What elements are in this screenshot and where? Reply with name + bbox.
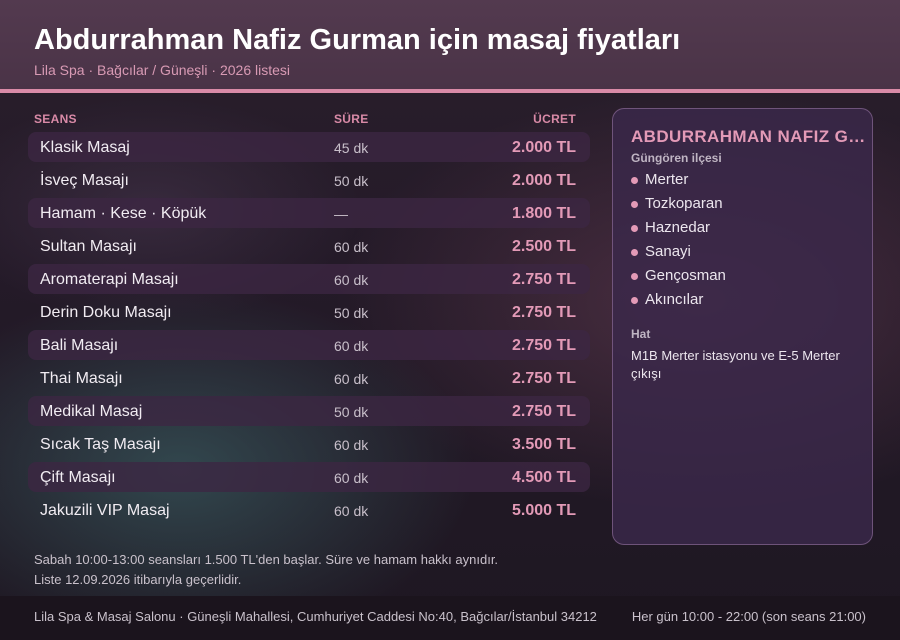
page-subtitle: Lila Spa · Bağcılar / Güneşli · 2026 lis… (34, 62, 291, 78)
table-row: Jakuzili VIP Masaj 60 dk 5.000 TL (28, 495, 590, 525)
service-price: 2.750 TL (511, 304, 576, 321)
service-duration: 60 dk (334, 338, 369, 354)
neighborhood-label: Gençosman (645, 267, 726, 284)
neighborhood-label: Tozkoparan (645, 195, 723, 212)
service-price: 3.500 TL (511, 436, 576, 453)
transit-label: Hat (631, 327, 651, 341)
column-header-duration: SÜRE (334, 112, 369, 126)
table-row: Derin Doku Masajı 50 dk 2.750 TL (28, 297, 590, 327)
column-header-price: ÜCRET (533, 112, 576, 126)
service-duration: 60 dk (334, 503, 369, 519)
service-duration: 50 dk (334, 305, 369, 321)
header-divider (0, 89, 900, 93)
bullet-icon (631, 201, 638, 208)
service-price: 4.500 TL (511, 469, 576, 486)
service-duration: 50 dk (334, 173, 369, 189)
service-duration: 60 dk (334, 239, 369, 255)
service-price: 2.000 TL (511, 172, 576, 189)
service-duration: 60 dk (334, 437, 369, 453)
service-duration: 60 dk (334, 272, 369, 288)
bullet-icon (631, 273, 638, 280)
service-price: 5.000 TL (511, 502, 576, 519)
service-price: 2.750 TL (511, 337, 576, 354)
bullet-icon (631, 225, 638, 232)
transit-text: M1B Merter istasyonu ve E-5 Merter çıkış… (631, 348, 840, 381)
bullet-icon (631, 249, 638, 256)
footer-address: Lila Spa & Masaj Salonu · Güneşli Mahall… (34, 609, 597, 624)
neighborhood-panel: ABDURRAHMAN NAFIZ GURMAN Güngören ilçesi… (612, 108, 873, 545)
service-price: 2.750 TL (511, 370, 576, 387)
table-row: Hamam · Kese · Köpük — 1.800 TL (28, 198, 590, 228)
service-price: 1.800 TL (511, 205, 576, 222)
service-name: Bali Masajı (40, 337, 119, 354)
service-name: Sultan Masajı (40, 238, 137, 255)
service-name: Aromaterapi Masajı (40, 271, 179, 288)
bullet-icon (631, 177, 638, 184)
column-header-session: SEANS (34, 112, 77, 126)
service-price: 2.000 TL (511, 139, 576, 156)
service-duration: 60 dk (334, 470, 369, 486)
neighborhood-label: Akıncılar (645, 291, 704, 308)
service-name: Klasik Masaj (40, 139, 130, 156)
footer-hours: Her gün 10:00 - 22:00 (son seans 21:00) (631, 609, 866, 624)
panel-title: ABDURRAHMAN NAFIZ GURMAN (631, 127, 871, 146)
footnote-morning: Sabah 10:00-13:00 seansları 1.500 TL'den… (34, 552, 499, 567)
district-label: Güngören ilçesi (631, 151, 722, 165)
service-name: Sıcak Taş Masajı (40, 436, 161, 453)
table-row: İsveç Masajı 50 dk 2.000 TL (28, 165, 590, 195)
service-name: Derin Doku Masajı (40, 304, 172, 321)
service-name: Çift Masajı (40, 469, 116, 486)
table-row: Aromaterapi Masajı 60 dk 2.750 TL (28, 264, 590, 294)
neighborhood-label: Merter (645, 171, 689, 188)
service-price: 2.750 TL (511, 403, 576, 420)
service-name: İsveç Masajı (40, 172, 129, 189)
table-row: Sultan Masajı 60 dk 2.500 TL (28, 231, 590, 261)
service-name: Thai Masajı (40, 370, 123, 387)
service-price: 2.500 TL (511, 238, 576, 255)
header-banner: Abdurrahman Nafiz Gurman için masaj fiya… (0, 0, 900, 89)
table-row: Bali Masajı 60 dk 2.750 TL (28, 330, 590, 360)
table-row: Sıcak Taş Masajı 60 dk 3.500 TL (28, 429, 590, 459)
service-name: Medikal Masaj (40, 403, 143, 420)
neighborhood-label: Haznedar (645, 219, 711, 236)
service-duration: 60 dk (334, 371, 369, 387)
service-price: 2.750 TL (511, 271, 576, 288)
footnote-validity: Liste 12.09.2026 itibarıyla geçerlidir. (34, 572, 242, 587)
table-row: Çift Masajı 60 dk 4.500 TL (28, 462, 590, 492)
table-row: Thai Masajı 60 dk 2.750 TL (28, 363, 590, 393)
price-table: Klasik Masaj 45 dk 2.000 TL İsveç Masajı 50 … (28, 132, 590, 528)
page-title: Abdurrahman Nafiz Gurman için masaj fiya… (34, 24, 681, 56)
table-row: Klasik Masaj 45 dk 2.000 TL (28, 132, 590, 162)
service-name: Hamam · Kese · Köpük (40, 205, 207, 222)
service-duration: 45 dk (334, 140, 369, 156)
bullet-icon (631, 297, 638, 304)
service-name: Jakuzili VIP Masaj (40, 502, 170, 519)
neighborhood-label: Sanayi (645, 243, 691, 260)
service-duration: — (334, 206, 348, 222)
table-row: Medikal Masaj 50 dk 2.750 TL (28, 396, 590, 426)
service-duration: 50 dk (334, 404, 369, 420)
footer-bar: Lila Spa & Masaj Salonu · Güneşli Mahall… (0, 596, 900, 640)
